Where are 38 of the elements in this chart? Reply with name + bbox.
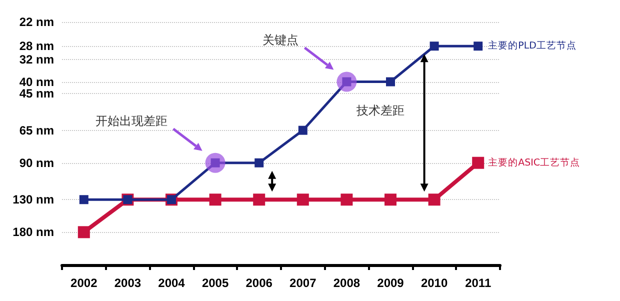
point [209,194,222,206]
x-tick-label: 2009 [377,276,404,290]
point [340,194,353,206]
x-tick-label: 2002 [70,276,98,290]
x-tick-label: 2010 [420,276,448,290]
x-tick-label: 2008 [333,276,360,290]
point [78,226,90,238]
y-tick-label: 28 nm [19,39,54,54]
series-label: 主要的ASIC工艺节点 [488,156,580,168]
x-tick-label: 2007 [290,276,317,290]
y-tick-label: 32 nm [19,52,54,66]
point [430,42,439,51]
y-tick-label: 180 nm [12,225,54,240]
y-tick-label: 130 nm [12,192,54,207]
x-tick-label: 2011 [465,276,492,290]
point [253,194,266,206]
x-tick-label: 2006 [246,276,273,290]
y-tick-label: 90 nm [19,156,54,170]
x-tick-label: 2004 [158,276,186,290]
y-tick-label: 22 nm [19,15,54,29]
annotation: 关键点 [262,32,299,47]
point [254,158,264,168]
x-tick-label: 2003 [114,276,142,290]
point [428,194,440,206]
annotation: 技术差距 [355,104,404,118]
point [296,194,309,206]
point [384,194,396,206]
y-tick-label: 40 nm [19,74,54,89]
point [298,126,308,135]
point [472,156,484,169]
point [386,77,395,86]
y-tick-label: 65 nm [19,123,54,138]
x-tick-label: 2005 [202,276,229,290]
y-tick-label: 45 nm [19,86,54,101]
series-label: 主要的PLD工艺节点 [488,40,576,52]
point [79,195,88,204]
point [474,42,483,51]
annotation: 开始出现差距 [95,114,168,128]
